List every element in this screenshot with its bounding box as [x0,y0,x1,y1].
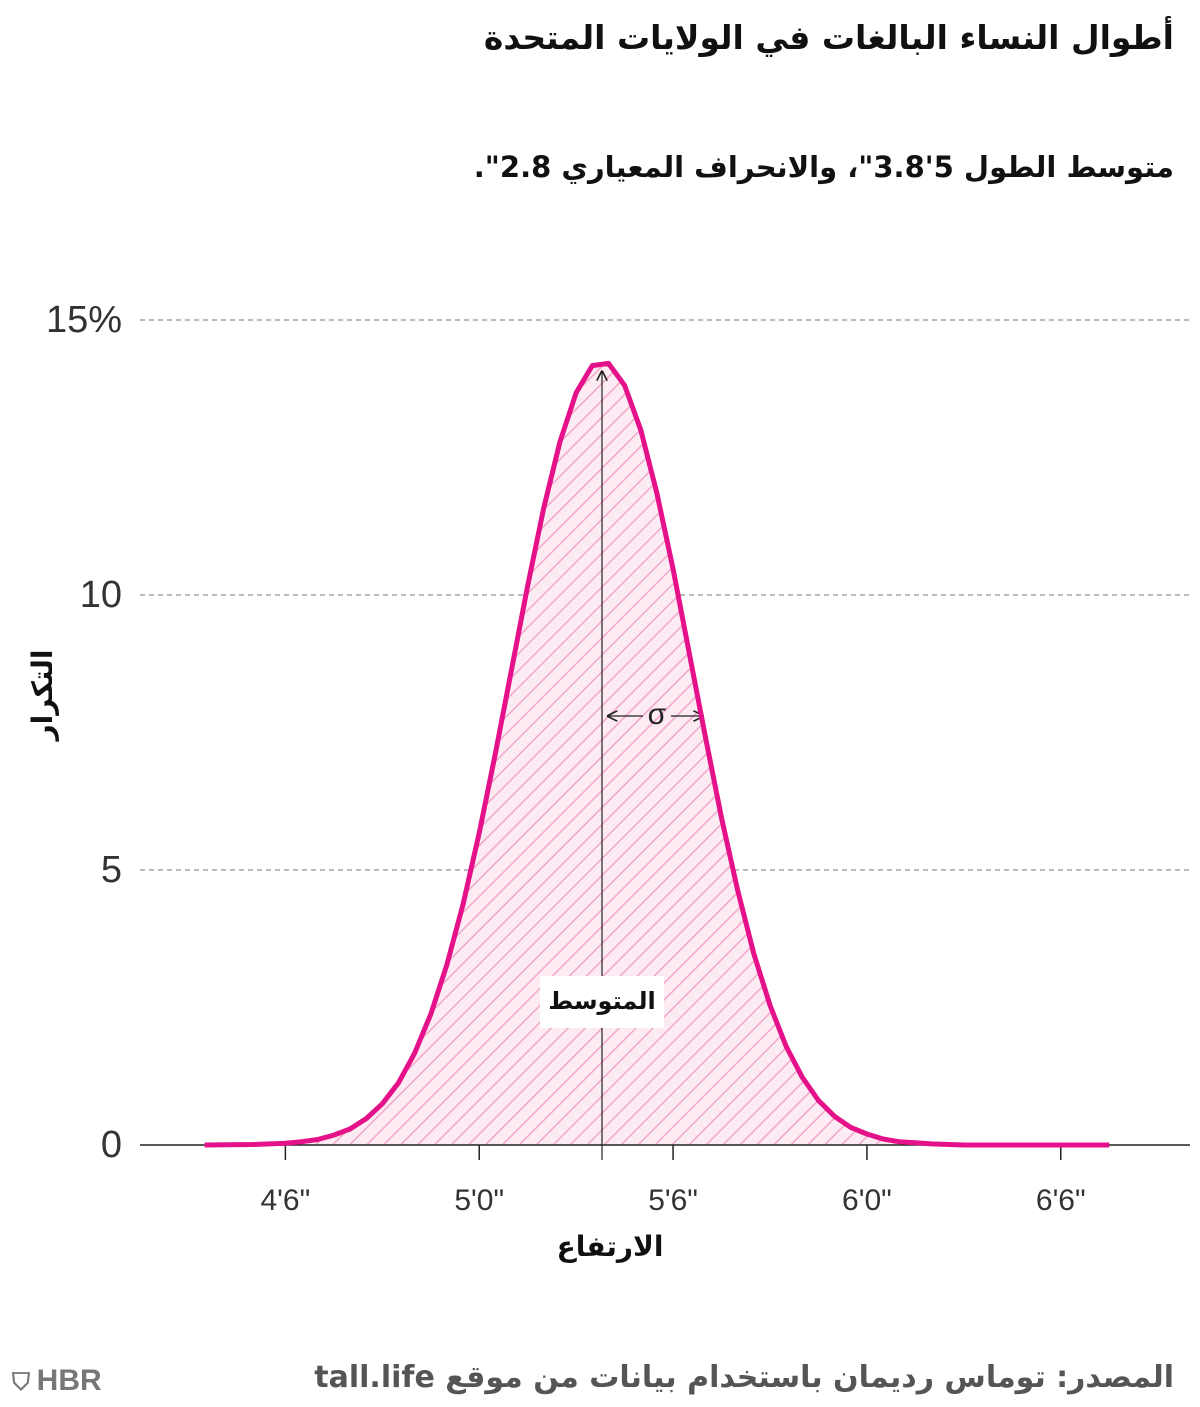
y-tick-label: 0 [101,1124,122,1166]
x-tick-label: 4'6" [261,1184,311,1217]
x-axis-title: الارتفاع [557,1230,664,1263]
x-tick-label: 6'0" [842,1184,892,1217]
logo-text: HBR [36,1364,102,1397]
mean-label-bg [540,976,664,1028]
x-tick-label: 5'0" [454,1184,504,1217]
y-tick-label: 15% [46,299,122,341]
y-tick-label: 10 [80,574,122,616]
source: المصدر: توماس رديمان باستخدام بيانات من … [314,1360,1174,1395]
y-axis-title: التكرار [26,650,59,743]
sigma-label: σ [648,698,667,731]
chart-title: أطوال النساء البالغات في الولايات المتحد… [483,18,1174,57]
y-tick-label: 5 [101,849,122,891]
mean-label: المتوسط [548,987,655,1015]
x-tick-label: 5'6" [648,1184,698,1217]
x-tick-label: 6'6" [1036,1184,1086,1217]
line [204,360,1110,1148]
logo: ⛉ HBR [12,1364,102,1397]
area [204,363,1110,1145]
chart-subtitle: متوسط الطول 5'3.8"، والانحراف المعياري 2… [473,150,1174,184]
